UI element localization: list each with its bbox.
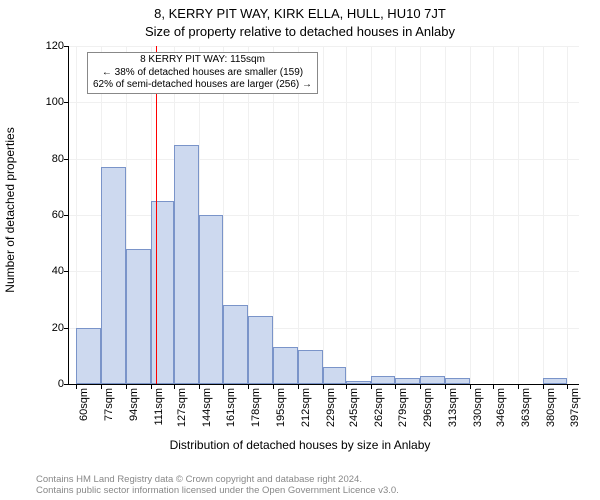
- grid-horizontal: [69, 102, 579, 103]
- xtick-label: 397sqm: [569, 388, 581, 427]
- xtick-label: 245sqm: [348, 388, 360, 427]
- histogram-bar: [371, 376, 396, 384]
- xtick-mark: [323, 384, 324, 389]
- grid-vertical: [470, 46, 471, 384]
- histogram-bar: [199, 215, 224, 384]
- footer-line2: Contains public sector information licen…: [36, 486, 399, 497]
- xtick-mark: [371, 384, 372, 389]
- xtick-mark: [126, 384, 127, 389]
- xtick-mark: [543, 384, 544, 389]
- grid-vertical: [567, 46, 568, 384]
- grid-vertical: [543, 46, 544, 384]
- xtick-mark: [445, 384, 446, 389]
- marker-annotation-box: 8 KERRY PIT WAY: 115sqm ← 38% of detache…: [87, 52, 318, 94]
- histogram-bar: [223, 305, 248, 384]
- xtick-label: 111sqm: [153, 388, 165, 426]
- x-axis-label: Distribution of detached houses by size …: [0, 438, 600, 452]
- grid-vertical: [493, 46, 494, 384]
- ytick-label: 80: [34, 153, 64, 165]
- grid-vertical: [298, 46, 299, 384]
- ytick-mark: [64, 384, 69, 385]
- xtick-mark: [493, 384, 494, 389]
- grid-vertical: [371, 46, 372, 384]
- annot-line2: ← 38% of detached houses are smaller (15…: [93, 67, 312, 80]
- ytick-mark: [64, 159, 69, 160]
- ytick-label: 40: [34, 265, 64, 277]
- xtick-mark: [199, 384, 200, 389]
- grid-vertical: [518, 46, 519, 384]
- plot-area: 8 KERRY PIT WAY: 115sqm ← 38% of detache…: [68, 46, 579, 385]
- histogram-bar: [151, 201, 174, 384]
- grid-vertical: [323, 46, 324, 384]
- y-axis-label: Number of detached properties: [3, 127, 17, 292]
- ytick-mark: [64, 328, 69, 329]
- xtick-mark: [151, 384, 152, 389]
- chart-title-address: 8, KERRY PIT WAY, KIRK ELLA, HULL, HU10 …: [0, 6, 600, 21]
- grid-vertical: [273, 46, 274, 384]
- ytick-mark: [64, 215, 69, 216]
- chart-title-sub: Size of property relative to detached ho…: [0, 24, 600, 39]
- xtick-label: 178sqm: [250, 388, 262, 427]
- xtick-mark: [101, 384, 102, 389]
- histogram-bar: [323, 367, 346, 384]
- histogram-bar: [76, 328, 101, 384]
- annot-line3: 62% of semi-detached houses are larger (…: [93, 79, 312, 92]
- xtick-label: 60sqm: [78, 388, 90, 421]
- xtick-mark: [420, 384, 421, 389]
- histogram-bar: [126, 249, 151, 384]
- grid-vertical: [395, 46, 396, 384]
- grid-horizontal: [69, 215, 579, 216]
- xtick-label: 346sqm: [495, 388, 507, 427]
- xtick-mark: [346, 384, 347, 389]
- xtick-label: 212sqm: [300, 388, 312, 427]
- annot-line1: 8 KERRY PIT WAY: 115sqm: [93, 54, 312, 67]
- ytick-label: 120: [34, 40, 64, 52]
- ytick-label: 60: [34, 209, 64, 221]
- histogram-bar: [420, 376, 445, 384]
- histogram-bar: [273, 347, 298, 384]
- histogram-bar: [543, 378, 568, 384]
- histogram-bar: [101, 167, 126, 384]
- xtick-label: 94sqm: [128, 388, 140, 421]
- ytick-label: 0: [34, 378, 64, 390]
- histogram-bar: [445, 378, 470, 384]
- ytick-mark: [64, 46, 69, 47]
- xtick-mark: [273, 384, 274, 389]
- histogram-bar: [174, 145, 199, 384]
- xtick-label: 363sqm: [520, 388, 532, 427]
- xtick-label: 330sqm: [472, 388, 484, 427]
- ytick-mark: [64, 271, 69, 272]
- xtick-label: 161sqm: [225, 388, 237, 427]
- ytick-label: 20: [34, 322, 64, 334]
- grid-horizontal: [69, 46, 579, 47]
- xtick-label: 262sqm: [373, 388, 385, 427]
- xtick-label: 380sqm: [545, 388, 557, 427]
- property-marker-line: [156, 46, 157, 384]
- histogram-bar: [248, 316, 273, 384]
- xtick-label: 77sqm: [103, 388, 115, 421]
- histogram-bar: [395, 378, 420, 384]
- xtick-label: 296sqm: [422, 388, 434, 427]
- xtick-mark: [174, 384, 175, 389]
- histogram-bar: [298, 350, 323, 384]
- grid-vertical: [346, 46, 347, 384]
- xtick-label: 279sqm: [397, 388, 409, 427]
- xtick-label: 313sqm: [447, 388, 459, 427]
- xtick-mark: [470, 384, 471, 389]
- histogram-bar: [346, 381, 371, 384]
- grid-horizontal: [69, 159, 579, 160]
- grid-vertical: [420, 46, 421, 384]
- xtick-label: 195sqm: [275, 388, 287, 427]
- ytick-mark: [64, 102, 69, 103]
- xtick-label: 229sqm: [325, 388, 337, 427]
- grid-vertical: [445, 46, 446, 384]
- xtick-label: 144sqm: [201, 388, 213, 427]
- ytick-label: 100: [34, 96, 64, 108]
- xtick-mark: [298, 384, 299, 389]
- xtick-label: 127sqm: [176, 388, 188, 427]
- footer-attribution: Contains HM Land Registry data © Crown c…: [36, 475, 399, 497]
- xtick-mark: [518, 384, 519, 389]
